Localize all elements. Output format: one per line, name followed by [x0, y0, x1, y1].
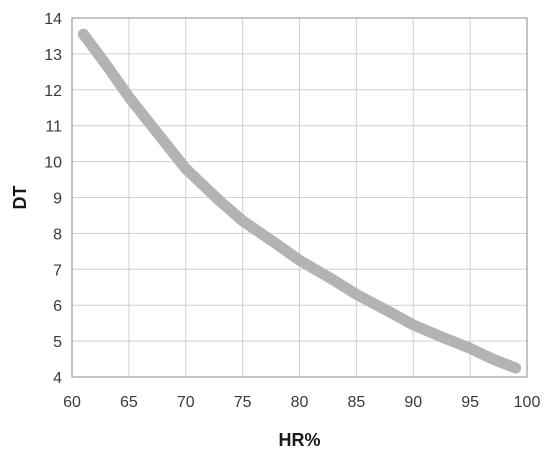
x-tick-label: 60 [63, 394, 81, 411]
x-tick-label: 95 [461, 394, 479, 411]
y-tick-label: 6 [53, 298, 62, 315]
y-tick-label: 10 [44, 155, 62, 172]
y-tick-label: 12 [44, 83, 62, 100]
y-tick-label: 14 [44, 11, 62, 28]
y-tick-label: 8 [53, 226, 62, 243]
tick-labels: 60 65 70 75 80 85 90 95 100 4 5 6 7 8 9 10 11 12 13 14 [44, 11, 540, 411]
y-tick-label: 11 [45, 119, 62, 136]
y-tick-label: 7 [53, 262, 62, 279]
y-tick-label: 9 [53, 191, 62, 208]
y-tick-label: 5 [53, 334, 62, 351]
x-tick-label: 100 [514, 394, 541, 411]
grid-lines [71, 17, 528, 378]
x-axis-label: HR% [278, 430, 320, 450]
y-tick-label: 13 [44, 47, 62, 64]
x-tick-label: 80 [291, 394, 309, 411]
x-tick-label: 90 [404, 394, 422, 411]
y-tick-label: 4 [53, 370, 62, 387]
x-tick-label: 65 [120, 394, 138, 411]
x-tick-label: 85 [347, 394, 365, 411]
y-axis-label: DT [10, 186, 30, 210]
x-tick-label: 75 [234, 394, 252, 411]
dt-curve-line [77, 28, 522, 374]
x-tick-label: 70 [177, 394, 195, 411]
plot-frame [71, 17, 528, 378]
